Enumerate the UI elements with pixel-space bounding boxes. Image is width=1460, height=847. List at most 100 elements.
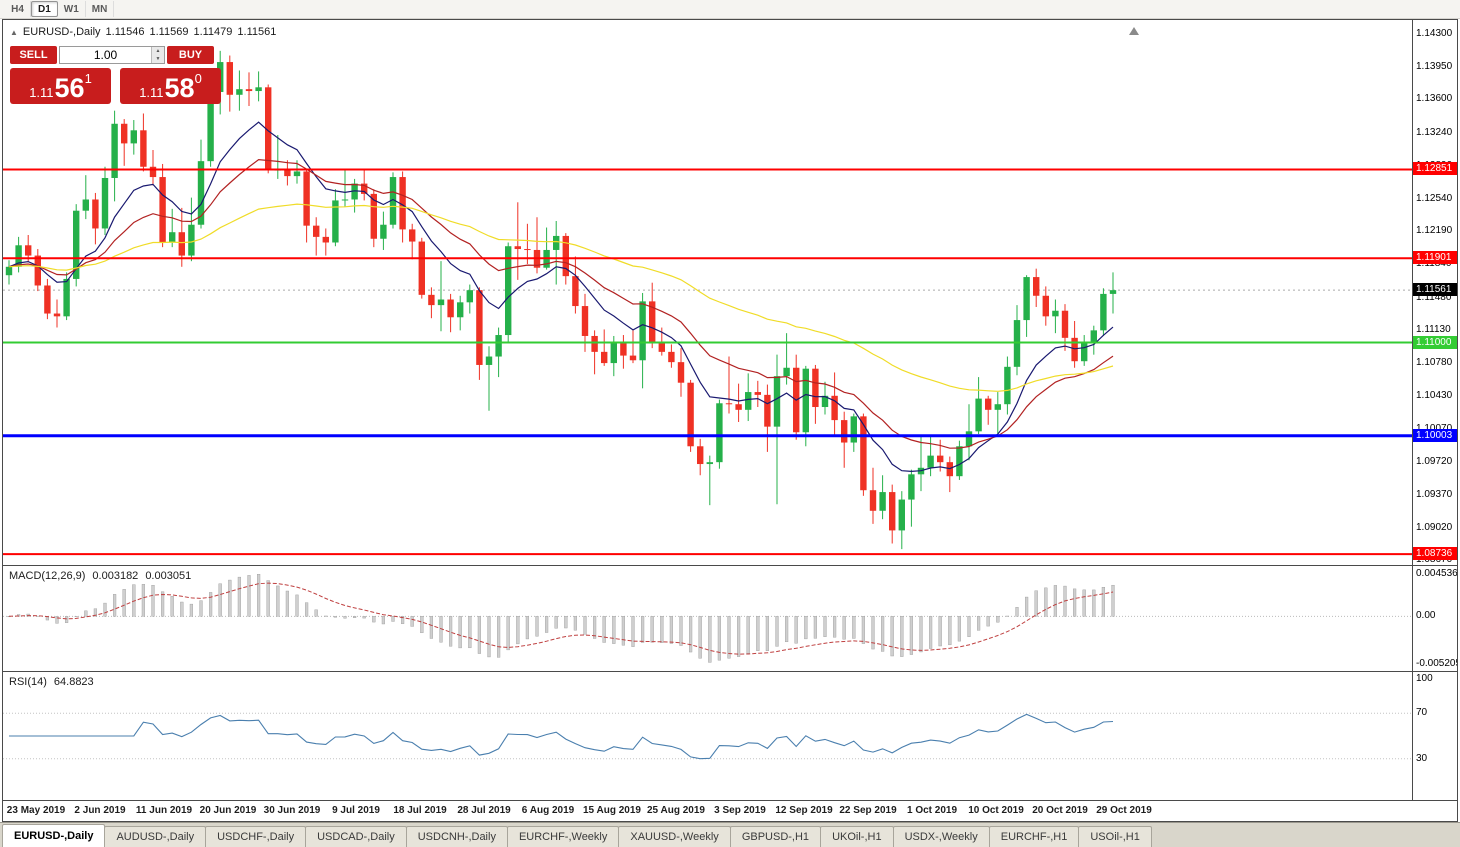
- tab-eurchf-weekly[interactable]: EURCHF-,Weekly: [506, 826, 620, 847]
- buy-button[interactable]: BUY: [167, 46, 214, 64]
- price-axis-tick: 1.13240: [1416, 127, 1453, 139]
- rsi-title: RSI(14): [9, 676, 47, 688]
- price-axis[interactable]: 1.143001.139501.136001.132401.128901.125…: [1412, 20, 1457, 565]
- indicator-axis-label: 0.00: [1416, 610, 1436, 622]
- price-axis-tick: 1.14300: [1416, 28, 1453, 40]
- tab-ukoil-h1[interactable]: UKOil-,H1: [820, 826, 894, 847]
- macd-value-main: 0.003182: [92, 570, 139, 582]
- volume-up-icon[interactable]: ▲: [155, 48, 161, 54]
- volume-input[interactable]: 1.00 ▲ ▼: [59, 46, 165, 64]
- price-pane: ▲ EURUSD-,Daily 1.11546 1.11569 1.11479 …: [3, 20, 1457, 565]
- indicator-axis-label: -0.005205: [1416, 658, 1457, 669]
- date-axis-label: 2 Jun 2019: [74, 805, 126, 816]
- price-axis-tick: 1.12540: [1416, 192, 1453, 204]
- price-axis-tick: 1.12190: [1416, 225, 1453, 237]
- date-axis-label: 28 Jul 2019: [457, 805, 511, 816]
- date-axis-label: 11 Jun 2019: [135, 805, 193, 816]
- price-axis-tick: 1.11480: [1416, 291, 1452, 303]
- tab-audusd-daily[interactable]: AUDUSD-,Daily: [104, 826, 207, 847]
- price-axis-tick: 1.11130: [1416, 324, 1451, 336]
- price-axis-tick: 1.09370: [1416, 488, 1453, 500]
- date-axis-label: 25 Aug 2019: [647, 805, 705, 816]
- chart-shift-marker-icon: [1129, 27, 1139, 35]
- trade-panel-prices: 1.11 56 1 1.11 58 0: [10, 68, 221, 104]
- date-axis-label: 18 Jul 2019: [393, 805, 447, 816]
- volume-down-icon[interactable]: ▼: [155, 56, 161, 62]
- macd-canvas[interactable]: [3, 566, 1412, 671]
- date-axis-label: 30 Jun 2019: [263, 805, 321, 816]
- macd-value-signal: 0.003051: [145, 570, 192, 582]
- tab-xauusd-weekly[interactable]: XAUUSD-,Weekly: [618, 826, 731, 847]
- indicator-axis-label: 0.004536: [1416, 568, 1457, 579]
- date-axis-label: 12 Sep 2019: [775, 805, 833, 816]
- date-axis[interactable]: 23 May 2019 2 Jun 2019 11 Jun 2019 20 Jun 2…: [3, 800, 1457, 821]
- tab-usdcnh-daily[interactable]: USDCNH-,Daily: [405, 826, 508, 847]
- chart-header: ▲ EURUSD-,Daily 1.11546 1.11569 1.11479 …: [10, 26, 276, 38]
- date-axis-label: 20 Oct 2019: [1032, 805, 1088, 816]
- price-axis-tick: 1.09020: [1416, 521, 1453, 533]
- ohlc-open: 1.11546: [105, 26, 145, 38]
- buy-price-pips: 58: [164, 73, 195, 103]
- date-axis-labels: 23 May 2019 2 Jun 2019 11 Jun 2019 20 Jun 2…: [3, 801, 1412, 821]
- rsi-canvas[interactable]: [3, 672, 1412, 800]
- macd-header: MACD(12,26,9) 0.003182 0.003051: [9, 570, 191, 582]
- one-click-trade-panel: SELL 1.00 ▲ ▼ BUY 1.11 56 1: [10, 46, 221, 104]
- sell-price-panel[interactable]: 1.11 56 1: [10, 68, 111, 104]
- sell-price-pips: 56: [54, 73, 85, 103]
- chart-frame: ▲ EURUSD-,Daily 1.11546 1.11569 1.11479 …: [2, 19, 1458, 822]
- indicator-axis-label: 100: [1416, 673, 1433, 684]
- date-axis-label: 10 Oct 2019: [968, 805, 1024, 816]
- rsi-pane: RSI(14) 64.8823 100 70 30: [3, 671, 1457, 800]
- price-axis-tick: 1.09720: [1416, 456, 1453, 468]
- tab-eurchf-h1[interactable]: EURCHF-,H1: [988, 826, 1080, 847]
- date-axis-label: 23 May 2019: [6, 805, 66, 816]
- timeframe-mn[interactable]: MN: [86, 1, 115, 17]
- price-axis-tick: 1.10780: [1416, 357, 1453, 369]
- current-price-badge: 1.11561: [1413, 283, 1457, 297]
- macd-title: MACD(12,26,9): [9, 570, 86, 582]
- price-level-badge: 1.10003: [1413, 428, 1457, 442]
- sell-button[interactable]: SELL: [10, 46, 57, 64]
- sell-price-point: 1: [84, 71, 92, 86]
- tab-usdx-weekly[interactable]: USDX-,Weekly: [892, 826, 990, 847]
- macd-axis[interactable]: 0.004536 0.00 -0.005205: [1412, 566, 1457, 671]
- timeframe-d1[interactable]: D1: [31, 1, 58, 17]
- price-level-badge: 1.12851: [1413, 162, 1457, 176]
- symbol-tab-bar: EURUSD-,Daily AUDUSD-,Daily USDCHF-,Daily U…: [0, 822, 1460, 847]
- ohlc-low: 1.11479: [193, 26, 233, 38]
- volume-spinner[interactable]: ▲ ▼: [151, 47, 164, 63]
- tab-usoil-h1[interactable]: USOil-,H1: [1078, 826, 1152, 847]
- buy-price-panel[interactable]: 1.11 58 0: [120, 68, 221, 104]
- price-level-badge: 1.11901: [1413, 251, 1457, 265]
- rsi-axis[interactable]: 100 70 30: [1412, 672, 1457, 800]
- date-axis-label: 29 Oct 2019: [1096, 805, 1152, 816]
- chart-symbol-label: EURUSD-,Daily: [22, 26, 101, 38]
- rsi-value: 64.8823: [53, 676, 94, 688]
- date-axis-label: 9 Jul 2019: [332, 805, 380, 816]
- ohlc-close: 1.11561: [237, 26, 277, 38]
- date-axis-label: 6 Aug 2019: [521, 805, 575, 816]
- date-axis-label: 20 Jun 2019: [199, 805, 257, 816]
- tab-eurusd-daily[interactable]: EURUSD-,Daily: [2, 824, 106, 847]
- price-chart-canvas[interactable]: [3, 20, 1412, 565]
- tab-gbpusd-h1[interactable]: GBPUSD-,H1: [729, 826, 822, 847]
- sell-price-figure: 1.11: [29, 85, 54, 100]
- price-level-badge: 1.11000: [1413, 335, 1457, 349]
- chart-marker-icon: ▲: [10, 27, 18, 37]
- rsi-header: RSI(14) 64.8823: [9, 676, 94, 688]
- date-axis-label: 3 Sep 2019: [714, 805, 766, 816]
- tab-usdcad-daily[interactable]: USDCAD-,Daily: [305, 826, 407, 847]
- date-axis-label: 15 Aug 2019: [583, 805, 641, 816]
- price-axis-tick: 1.13950: [1416, 60, 1453, 72]
- timeframe-h4[interactable]: H4: [5, 1, 31, 17]
- buy-price-figure: 1.11: [139, 85, 164, 100]
- ohlc-high: 1.11569: [149, 26, 189, 38]
- timeframe-w1[interactable]: W1: [58, 1, 86, 17]
- indicator-axis-label: 30: [1416, 752, 1428, 764]
- macd-pane: MACD(12,26,9) 0.003182 0.003051 0.004536…: [3, 565, 1457, 671]
- timeframe-toolbar: H4 D1 W1 MN: [0, 0, 1460, 19]
- tab-usdchf-daily[interactable]: USDCHF-,Daily: [205, 826, 307, 847]
- price-axis-tick: 1.10430: [1416, 389, 1453, 401]
- volume-value[interactable]: 1.00: [93, 48, 118, 62]
